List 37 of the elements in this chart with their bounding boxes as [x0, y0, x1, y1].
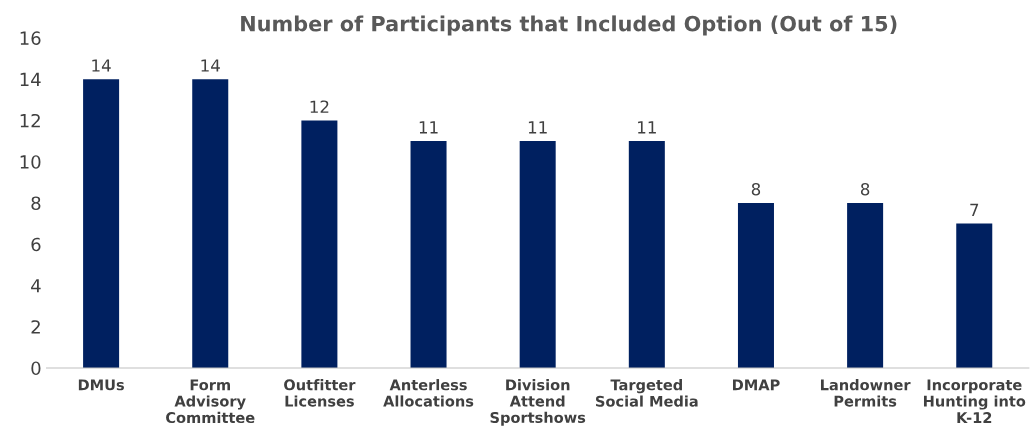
y-tick-label: 12: [20, 113, 40, 128]
bar: [847, 202, 884, 368]
bar: [192, 79, 229, 368]
bar: [519, 141, 556, 368]
data-label: 11: [638, 121, 656, 134]
x-tick-label: Targeted Social Media: [595, 379, 698, 407]
x-tick-label: Form Advisory Committee: [166, 379, 255, 424]
y-tick-label: 0: [31, 361, 41, 376]
data-label: 14: [201, 59, 220, 72]
data-label: 11: [528, 121, 547, 134]
data-label: 14: [92, 59, 111, 72]
y-tick-label: 4: [31, 279, 41, 293]
y-tick-label: 8: [31, 196, 41, 211]
data-label: 12: [310, 100, 329, 113]
data-label: 8: [860, 182, 870, 196]
data-label: 11: [419, 121, 438, 134]
chart-title: Number of Participants that Included Option (Out of 15): [241, 15, 897, 36]
data-label: 7: [970, 203, 979, 216]
bar: [956, 223, 993, 368]
y-tick-label: 16: [20, 31, 41, 46]
x-tick-label: Landowner Permits: [821, 379, 911, 407]
x-tick-label: Anterless Allocations: [383, 379, 474, 407]
bar: [628, 141, 665, 368]
y-tick-label: 10: [20, 155, 41, 169]
bar: [83, 79, 120, 368]
y-tick-label: 6: [31, 237, 41, 252]
bar: [301, 120, 338, 368]
y-tick-label: 2: [31, 320, 40, 334]
x-tick-label: Division Attend Sportshows: [490, 379, 586, 426]
x-tick-label: Incorporate Hunting into K-12: [924, 379, 1026, 423]
bar: [410, 141, 447, 368]
data-label: 8: [751, 182, 761, 196]
bar: [737, 202, 774, 368]
x-tick-label: Outfitter Licenses: [284, 379, 356, 407]
y-tick-label: 14: [20, 72, 41, 87]
x-tick-label: DMAP: [733, 379, 780, 391]
x-tick-label: DMUs: [78, 379, 124, 391]
